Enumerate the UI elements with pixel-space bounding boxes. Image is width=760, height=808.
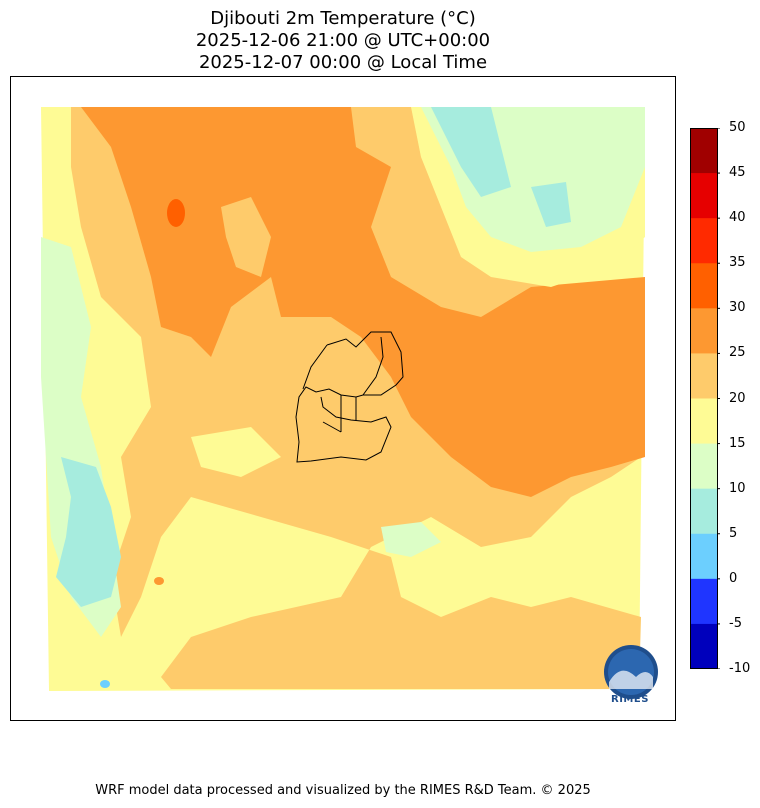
colorbar-bin	[690, 263, 718, 309]
temp-field-15-20-patch	[211, 547, 291, 597]
colorbar-tick-label: 5	[729, 525, 738, 541]
map-title: Djibouti 2m Temperature (°C)	[210, 8, 476, 29]
map-panel	[10, 76, 676, 721]
colorbar-tick-label: 10	[729, 480, 746, 496]
colorbar-bin	[690, 623, 718, 669]
colorbar-tick-label: 40	[729, 210, 746, 226]
temp-field-25-30	[81, 107, 645, 497]
djibouti-inner-border	[302, 336, 384, 433]
colorbar-tick-label: -5	[729, 615, 742, 631]
rimes-logo	[604, 645, 658, 699]
colorbar-bin	[690, 218, 718, 264]
temp-field-25-30-spot	[154, 577, 164, 585]
temp-field-5-10-west	[56, 457, 121, 607]
colorbar-tick-label: -10	[729, 661, 751, 676]
colorbar-bin	[690, 533, 718, 580]
colorbar-bin	[690, 443, 718, 490]
colorbar-tick-label: 35	[729, 255, 746, 271]
temp-field-15-20-patch	[191, 427, 281, 477]
temperature-map	[41, 107, 658, 699]
footer-credit: WRF model data processed and visualized …	[95, 783, 591, 798]
map-subtitle-local: 2025-12-07 00:00 @ Local Time	[198, 52, 488, 73]
colorbar-border	[690, 128, 718, 669]
map-subtitle-utc: 2025-12-06 21:00 @ UTC+00:00	[195, 30, 491, 51]
temp-field-10-15-central	[381, 522, 441, 557]
colorbar-bin	[690, 398, 718, 445]
colorbar-tick-label: 50	[729, 120, 746, 135]
colorbar-bin	[690, 308, 718, 354]
temp-field-0-5-spot	[100, 680, 110, 688]
temp-field-20-25-patch	[221, 197, 271, 277]
colorbar-bin	[690, 488, 718, 535]
colorbar-bin	[690, 173, 718, 219]
temp-field-5-10-ne	[431, 107, 511, 197]
temp-field-30-35	[167, 199, 185, 227]
temp-field-5-10-ne2	[531, 182, 571, 227]
colorbar-tick-label: 30	[729, 300, 746, 316]
colorbar-tick-label: 15	[729, 435, 746, 451]
rimes-logo-text: RIMES	[611, 694, 649, 705]
colorbar-tick-label: 25	[729, 345, 746, 361]
colorbar-tick-label: 45	[729, 165, 746, 181]
djibouti-border	[295, 331, 404, 463]
colorbar-bin	[690, 353, 718, 399]
colorbar	[690, 128, 720, 669]
colorbar-bin	[690, 578, 718, 625]
colorbar-tick-label: 0	[729, 570, 738, 586]
colorbar-tick-label: 20	[729, 390, 746, 406]
colorbar-bin	[690, 128, 718, 174]
